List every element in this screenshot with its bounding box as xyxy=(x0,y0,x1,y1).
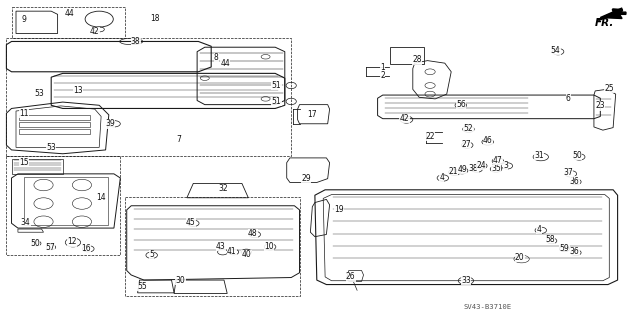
Text: 2: 2 xyxy=(380,71,385,80)
Text: 53: 53 xyxy=(35,89,45,98)
Text: 36: 36 xyxy=(570,177,580,186)
Text: 16: 16 xyxy=(81,244,92,253)
Text: 33: 33 xyxy=(461,276,471,285)
Text: 24: 24 xyxy=(476,161,486,170)
Text: 29: 29 xyxy=(301,174,311,182)
Text: 52: 52 xyxy=(463,124,474,133)
Text: 15: 15 xyxy=(19,158,29,167)
Text: 44: 44 xyxy=(220,59,230,68)
Text: 41: 41 xyxy=(227,247,237,256)
Text: 56: 56 xyxy=(456,100,466,109)
Text: 43: 43 xyxy=(216,242,226,251)
Text: 4: 4 xyxy=(536,225,541,234)
Text: 46: 46 xyxy=(483,137,493,145)
Text: 8: 8 xyxy=(214,53,219,62)
Text: 4: 4 xyxy=(439,173,444,182)
Text: 1: 1 xyxy=(380,63,385,72)
Text: 28: 28 xyxy=(413,56,422,64)
Text: 38: 38 xyxy=(131,37,141,46)
Text: 47: 47 xyxy=(493,156,503,165)
Text: 3: 3 xyxy=(503,161,508,170)
Text: 42: 42 xyxy=(399,114,410,123)
Text: 9: 9 xyxy=(22,15,27,24)
Text: 48: 48 xyxy=(248,229,258,238)
Text: 18: 18 xyxy=(150,14,159,23)
Text: 37: 37 xyxy=(563,168,573,177)
Bar xyxy=(19,122,90,127)
Text: 11: 11 xyxy=(20,109,29,118)
Text: 27: 27 xyxy=(461,140,471,149)
Polygon shape xyxy=(600,8,626,19)
Text: 59: 59 xyxy=(559,244,570,253)
Text: SV43-B3710E: SV43-B3710E xyxy=(463,304,512,310)
Text: 34: 34 xyxy=(20,218,31,227)
Text: 49: 49 xyxy=(457,165,467,174)
Text: 17: 17 xyxy=(307,110,317,119)
Text: 39: 39 xyxy=(105,119,115,128)
Text: 50: 50 xyxy=(572,151,582,160)
Text: 30: 30 xyxy=(175,276,186,285)
Text: 21: 21 xyxy=(449,167,458,176)
Text: 54: 54 xyxy=(550,46,561,55)
Text: 53: 53 xyxy=(46,143,56,152)
Text: 12: 12 xyxy=(67,237,76,246)
Text: 58: 58 xyxy=(545,235,556,244)
Bar xyxy=(19,129,90,134)
Text: 42: 42 xyxy=(90,27,100,36)
Text: 35: 35 xyxy=(491,164,501,173)
Text: 19: 19 xyxy=(334,205,344,214)
Text: 51: 51 xyxy=(271,97,282,106)
Text: 44: 44 xyxy=(64,9,74,18)
Text: 6: 6 xyxy=(566,94,571,103)
Text: FR.: FR. xyxy=(595,18,614,28)
Text: 45: 45 xyxy=(186,218,196,227)
Text: 32: 32 xyxy=(218,184,228,193)
Text: 10: 10 xyxy=(264,242,274,251)
Text: 38: 38 xyxy=(468,164,479,173)
Text: 20: 20 xyxy=(515,253,525,262)
Text: 22: 22 xyxy=(426,132,435,141)
Bar xyxy=(390,47,424,64)
Bar xyxy=(19,115,90,120)
Text: 7: 7 xyxy=(177,135,182,144)
Text: 5: 5 xyxy=(149,250,154,259)
Text: 14: 14 xyxy=(96,193,106,202)
Text: 51: 51 xyxy=(271,81,282,90)
Text: 40: 40 xyxy=(241,250,252,259)
Text: 57: 57 xyxy=(45,243,55,252)
Text: 50: 50 xyxy=(30,239,40,248)
Text: 31: 31 xyxy=(534,151,544,160)
Text: 26: 26 xyxy=(346,272,356,281)
Text: 25: 25 xyxy=(604,84,614,93)
Text: 55: 55 xyxy=(137,282,147,291)
Text: 13: 13 xyxy=(73,86,83,95)
Text: 36: 36 xyxy=(570,247,580,256)
Text: 23: 23 xyxy=(595,101,605,110)
